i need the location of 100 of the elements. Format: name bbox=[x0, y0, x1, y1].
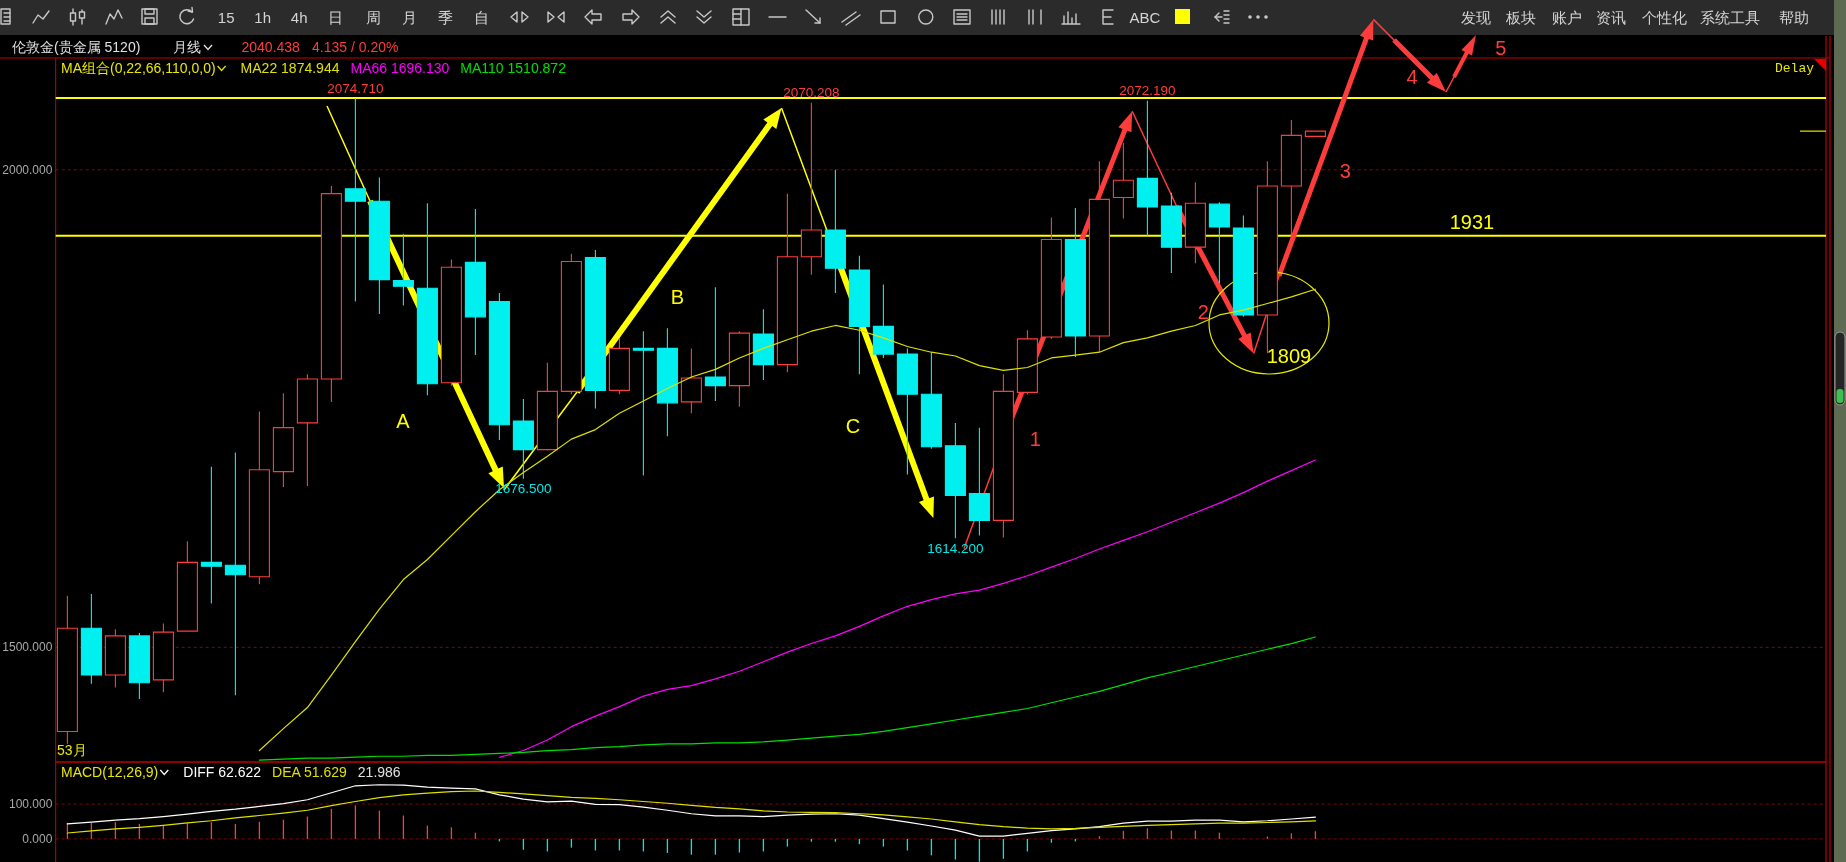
text: 3 bbox=[1339, 160, 1351, 183]
candlestick bbox=[800, 102, 822, 276]
candlestick bbox=[968, 427, 990, 537]
candlestick bbox=[272, 392, 294, 488]
y-tick-label: 100.000 bbox=[9, 796, 53, 811]
candlestick bbox=[416, 202, 438, 396]
text: 5 bbox=[1495, 37, 1507, 59]
candlestick bbox=[848, 255, 870, 375]
candlestick bbox=[320, 185, 342, 403]
candlestick bbox=[1136, 100, 1158, 237]
candlestick bbox=[536, 362, 558, 452]
line-series bbox=[66, 784, 1316, 837]
candlestick bbox=[1160, 192, 1182, 274]
candlestick bbox=[872, 283, 894, 359]
candlestick bbox=[488, 292, 510, 441]
candlestick bbox=[1208, 201, 1230, 284]
ref-line-label: 1931 bbox=[1449, 210, 1495, 233]
line-series bbox=[498, 459, 1316, 758]
candlestick bbox=[512, 398, 534, 480]
text: 账户 bbox=[1551, 9, 1582, 26]
candlestick bbox=[56, 595, 78, 745]
annotation: 21.986 bbox=[357, 764, 401, 780]
annotation: 53月 bbox=[57, 742, 87, 758]
candlestick bbox=[944, 422, 966, 539]
y-tick-label: 2000.000 bbox=[2, 162, 53, 177]
candlestick bbox=[368, 176, 390, 315]
candlestick bbox=[104, 628, 126, 689]
text: 日 bbox=[328, 9, 344, 26]
candlestick bbox=[296, 373, 318, 487]
line-series bbox=[258, 288, 1316, 752]
text: 发现 bbox=[1460, 9, 1491, 26]
candlestick bbox=[824, 169, 846, 294]
annotation: 1809 bbox=[1266, 345, 1312, 367]
candlestick bbox=[1184, 181, 1206, 264]
candlestick bbox=[128, 632, 150, 700]
candlestick bbox=[344, 97, 366, 303]
text: 15 bbox=[217, 9, 235, 26]
candlestick bbox=[464, 208, 486, 356]
candlestick bbox=[1040, 216, 1062, 340]
candlestick bbox=[1112, 142, 1134, 220]
text: 板块 bbox=[1504, 9, 1536, 26]
text: 资讯 bbox=[1596, 9, 1627, 26]
text: ABC bbox=[1129, 9, 1161, 26]
annotation: 2070.208 bbox=[783, 85, 840, 101]
line-series bbox=[258, 636, 1316, 761]
candlestick bbox=[608, 337, 630, 395]
series-label: DEA 51.629 bbox=[272, 764, 348, 780]
text: Delay bbox=[1774, 60, 1815, 76]
text: 季 bbox=[437, 9, 453, 26]
candlestick bbox=[752, 308, 774, 381]
candlestick bbox=[1016, 329, 1038, 395]
candlestick bbox=[1280, 119, 1302, 239]
text: 4h bbox=[290, 9, 308, 26]
y-tick-label: 1500.000 bbox=[2, 640, 53, 655]
candlestick bbox=[560, 253, 582, 395]
annotation: A bbox=[396, 409, 411, 432]
candlestick bbox=[1232, 215, 1254, 318]
text: 周 bbox=[365, 9, 381, 26]
candlestick bbox=[992, 373, 1014, 539]
candlestick bbox=[704, 286, 726, 402]
text: 个性化 bbox=[1641, 9, 1687, 26]
candlestick bbox=[920, 351, 942, 450]
text: 系统工具 bbox=[1700, 9, 1761, 26]
candlestick bbox=[392, 233, 414, 306]
text: MA110 1510.872 bbox=[460, 60, 567, 76]
candlestick bbox=[1304, 130, 1326, 137]
candlestick bbox=[200, 466, 222, 604]
text: 自 bbox=[474, 9, 490, 26]
annotation: 2074.710 bbox=[327, 80, 384, 96]
candlestick bbox=[776, 193, 798, 373]
text: 4 bbox=[1406, 65, 1418, 88]
text: 4.135 / 0.20% bbox=[312, 39, 399, 55]
candlestick bbox=[248, 410, 270, 585]
text: 月 bbox=[402, 9, 418, 26]
candlestick bbox=[152, 622, 174, 693]
candlestick bbox=[728, 330, 750, 408]
candlestick bbox=[176, 540, 198, 632]
candlestick bbox=[656, 327, 678, 437]
annotation: C bbox=[845, 414, 861, 437]
y-tick-label: 0.000 bbox=[22, 831, 53, 846]
annotation: 2 bbox=[1197, 301, 1209, 324]
candlestick bbox=[1088, 160, 1110, 353]
legend-title: MA组合(0,22,66,110,0,0) bbox=[61, 60, 216, 76]
candlestick bbox=[680, 347, 702, 414]
annotation: B bbox=[670, 286, 685, 308]
line-series bbox=[66, 790, 1316, 834]
annotation: 2072.190 bbox=[1119, 83, 1176, 99]
text: MA66 1696.130 bbox=[350, 60, 450, 76]
chart-title: 伦敦金(贵金属 5120) bbox=[12, 39, 141, 55]
candlestick bbox=[440, 259, 462, 387]
candlestick bbox=[584, 249, 606, 410]
text: 2040.438 bbox=[241, 39, 301, 55]
chart-subtitle: 月线 bbox=[173, 39, 201, 55]
annotation: 1 bbox=[1029, 427, 1041, 450]
candlestick bbox=[632, 330, 654, 476]
text: 帮助 bbox=[1778, 9, 1809, 26]
annotation: 1614.200 bbox=[927, 540, 984, 556]
candlestick bbox=[80, 593, 102, 685]
candlestick bbox=[1064, 207, 1086, 358]
candlestick bbox=[224, 451, 246, 696]
